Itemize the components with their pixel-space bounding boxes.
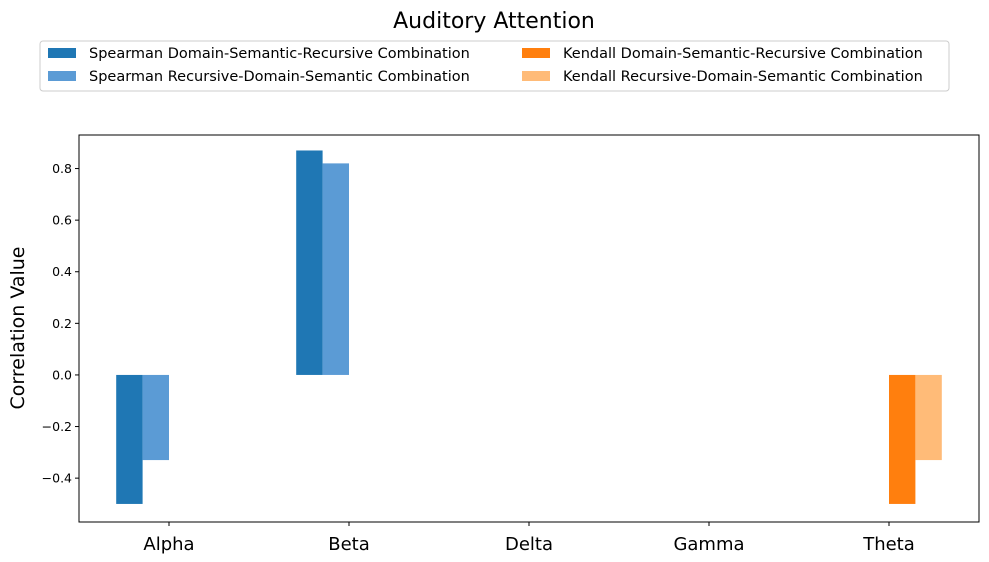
x-tick-label-beta: Beta — [328, 534, 370, 555]
legend-swatch-3 — [522, 48, 550, 58]
x-tick-label-alpha: Alpha — [143, 534, 194, 555]
y-tick-label: 0.6 — [52, 213, 72, 228]
legend-label-2: Spearman Recursive-Domain-Semantic Combi… — [89, 69, 470, 85]
y-tick-label: 0.2 — [52, 316, 72, 331]
plot-area: −0.4 −0.2 0.0 0.2 0.4 0.6 0.8 Alpha Beta Delta Ga… — [42, 134, 980, 555]
y-axis: −0.4 −0.2 0.0 0.2 0.4 0.6 0.8 — [42, 161, 79, 486]
legend-label-1: Spearman Domain-Semantic-Recursive Combi… — [89, 46, 470, 62]
bar-beta-series-2 — [322, 163, 349, 375]
x-tick-label-gamma: Gamma — [673, 534, 744, 555]
bar-theta-series-3 — [889, 374, 916, 504]
y-tick-label: 0.4 — [52, 264, 72, 279]
legend: Spearman Domain-Semantic-Recursive Combi… — [39, 40, 950, 92]
y-tick-label: 0.8 — [52, 161, 72, 176]
y-axis-label: Correlation Value — [7, 247, 29, 410]
x-tick-label-delta: Delta — [505, 534, 553, 555]
x-axis: Alpha Beta Delta Gamma Theta — [143, 522, 915, 555]
bar-beta-series-1 — [296, 150, 323, 375]
legend-swatch-2 — [48, 71, 76, 81]
y-tick-label: −0.4 — [42, 471, 72, 486]
bars — [116, 150, 942, 504]
legend-frame — [39, 40, 950, 92]
bar-theta-series-4 — [915, 374, 942, 461]
bar-alpha-series-2 — [142, 374, 169, 461]
legend-swatch-4 — [522, 71, 550, 81]
legend-swatch-1 — [48, 48, 76, 58]
chart-title: Auditory Attention — [393, 9, 595, 34]
legend-label-3: Kendall Domain-Semantic-Recursive Combin… — [563, 46, 923, 62]
bar-alpha-series-1 — [116, 374, 143, 504]
y-tick-label: −0.2 — [42, 419, 72, 434]
legend-label-4: Kendall Recursive-Domain-Semantic Combin… — [563, 69, 923, 85]
x-tick-label-theta: Theta — [862, 534, 915, 555]
y-tick-label: 0.0 — [52, 367, 72, 382]
